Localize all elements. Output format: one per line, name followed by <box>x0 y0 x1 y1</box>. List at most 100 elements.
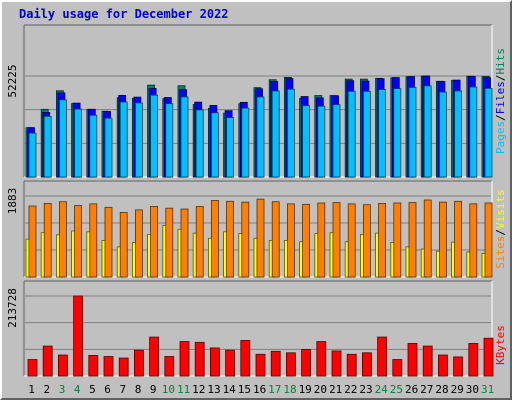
bar-sites-day-13 <box>210 200 219 278</box>
bar-sites-day-7 <box>119 212 128 278</box>
bar-pages-day-19 <box>302 105 311 178</box>
bar-kbytes-day-5 <box>88 355 99 377</box>
bar-pages-day-6 <box>104 117 113 178</box>
bar-pages-day-21 <box>332 104 341 178</box>
x-tick-label-day-13: 13 <box>207 383 220 396</box>
bar-sites-day-20 <box>317 202 326 278</box>
x-tick-label-day-3: 3 <box>59 383 66 396</box>
bar-kbytes-day-31 <box>483 337 494 377</box>
bar-kbytes-day-17 <box>270 350 281 377</box>
bar-kbytes-day-18 <box>285 352 296 377</box>
bar-pages-day-2 <box>43 116 52 178</box>
bar-pages-day-10 <box>165 103 174 178</box>
x-tick-label-day-10: 10 <box>162 383 175 396</box>
x-tick-label-day-7: 7 <box>119 383 126 396</box>
bar-pages-day-15 <box>241 107 250 178</box>
x-tick-label-day-1: 1 <box>28 383 35 396</box>
bar-sites-day-17 <box>271 201 280 278</box>
bar-sites-day-1 <box>28 205 37 278</box>
x-tick-label-day-5: 5 <box>89 383 96 396</box>
bar-pages-day-23 <box>362 90 371 178</box>
bar-kbytes-day-8 <box>133 349 144 377</box>
x-tick-label-day-23: 23 <box>359 383 372 396</box>
x-tick-label-day-20: 20 <box>314 383 327 396</box>
bar-sites-day-21 <box>332 202 341 278</box>
legend-separator: / <box>494 229 507 236</box>
bar-kbytes-day-2 <box>42 345 53 377</box>
x-tick-label-day-9: 9 <box>150 383 157 396</box>
bar-pages-day-17 <box>271 90 280 178</box>
bar-pages-day-8 <box>134 102 143 178</box>
bar-kbytes-day-4 <box>73 295 83 377</box>
x-tick-label-day-17: 17 <box>268 383 281 396</box>
legend-sites_visits: Sites/Visits <box>494 189 507 269</box>
x-tick-label-day-21: 21 <box>329 383 342 396</box>
bar-kbytes-day-29 <box>453 356 464 377</box>
bar-sites-day-19 <box>302 203 311 278</box>
legend-label-files: Files <box>494 81 507 114</box>
bar-sites-day-23 <box>362 204 371 278</box>
x-tick-label-day-26: 26 <box>405 383 418 396</box>
bar-kbytes-day-20 <box>316 341 327 377</box>
bar-sites-day-24 <box>378 203 387 278</box>
bar-sites-day-30 <box>469 203 478 278</box>
x-tick-label-day-24: 24 <box>375 383 389 396</box>
panel-sites_visits-ymax-label: 1883 <box>6 188 19 215</box>
legend-label-pages: Pages <box>494 121 507 154</box>
bar-pages-day-9 <box>150 94 159 178</box>
bar-sites-day-11 <box>180 208 189 278</box>
x-tick-label-day-29: 29 <box>451 383 464 396</box>
bar-sites-day-14 <box>226 200 235 278</box>
bar-pages-day-26 <box>408 87 417 178</box>
bar-kbytes-day-30 <box>468 343 479 377</box>
legend-separator: / <box>494 75 507 82</box>
bar-sites-day-31 <box>484 202 493 278</box>
bar-sites-day-10 <box>165 207 174 278</box>
bar-sites-day-28 <box>438 201 447 278</box>
bar-kbytes-day-15 <box>240 340 251 377</box>
bar-sites-day-4 <box>74 205 82 278</box>
chart-title: Daily usage for December 2022 <box>19 7 229 21</box>
bar-kbytes-day-19 <box>301 349 312 377</box>
x-tick-label-day-14: 14 <box>223 383 237 396</box>
bar-pages-day-12 <box>195 109 204 178</box>
bar-pages-day-22 <box>347 90 356 178</box>
bar-kbytes-day-1 <box>27 359 38 377</box>
bar-pages-day-31 <box>484 88 493 178</box>
bar-pages-day-20 <box>317 105 326 178</box>
bar-sites-day-27 <box>423 199 432 278</box>
bar-sites-day-8 <box>134 209 143 278</box>
bar-pages-day-25 <box>393 88 402 178</box>
bar-kbytes-day-27 <box>422 345 433 377</box>
bar-kbytes-day-16 <box>255 353 266 377</box>
bar-pages-day-16 <box>256 96 265 178</box>
bar-sites-day-25 <box>393 202 402 278</box>
bar-kbytes-day-14 <box>225 349 236 377</box>
bar-pages-day-27 <box>423 85 432 178</box>
bar-pages-day-30 <box>469 86 478 178</box>
bar-kbytes-day-6 <box>103 356 114 377</box>
bar-sites-day-6 <box>104 206 113 278</box>
bar-kbytes-day-3 <box>58 354 68 377</box>
bar-sites-day-16 <box>256 198 265 278</box>
bar-kbytes-day-12 <box>194 341 205 377</box>
bar-kbytes-day-21 <box>331 350 342 377</box>
bar-kbytes-day-9 <box>149 336 160 377</box>
x-tick-label-day-16: 16 <box>253 383 266 396</box>
bar-sites-day-2 <box>43 203 52 278</box>
x-tick-label-day-28: 28 <box>435 383 448 396</box>
bar-pages-day-18 <box>286 88 295 178</box>
x-tick-label-day-31: 31 <box>481 383 494 396</box>
bar-pages-day-11 <box>180 96 189 178</box>
legend-label-sites: Sites <box>494 236 507 269</box>
bar-pages-day-29 <box>454 90 463 178</box>
bar-sites-day-22 <box>347 203 356 278</box>
bar-pages-day-1 <box>28 132 37 178</box>
bar-kbytes-day-22 <box>346 353 357 377</box>
bar-pages-day-13 <box>210 112 219 178</box>
bar-pages-day-5 <box>89 114 98 178</box>
panel-hits_files_pages-ymax-label: 52225 <box>6 64 19 97</box>
x-tick-label-day-12: 12 <box>192 383 205 396</box>
